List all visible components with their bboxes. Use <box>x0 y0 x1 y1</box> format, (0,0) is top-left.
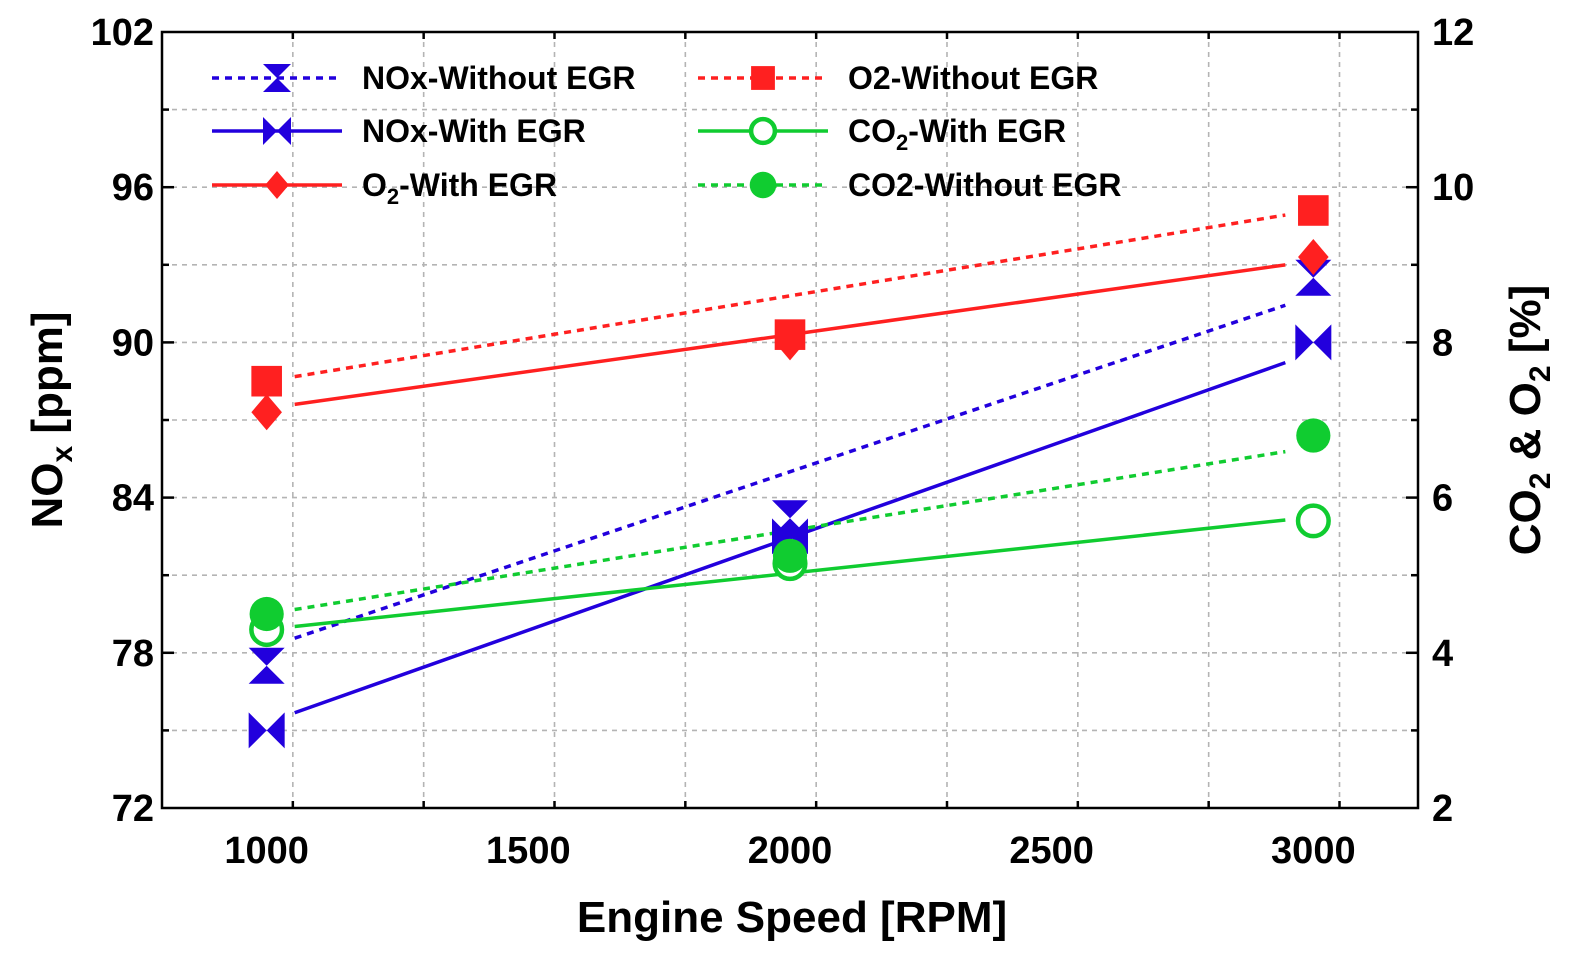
y-left-title-tail: [ppm] <box>23 311 72 445</box>
series-markers-group <box>248 259 1332 684</box>
y-right-tick-label: 6 <box>1432 478 1453 520</box>
legend-item: NOx-With EGR <box>212 113 586 149</box>
legend-label: CO2-With EGR <box>848 113 1066 155</box>
marker-open-circle <box>1295 503 1331 539</box>
y-right-tick-label: 12 <box>1432 12 1474 54</box>
legend-label: O2-With EGR <box>362 167 557 209</box>
series-line <box>294 449 1286 612</box>
legend-item: O2-With EGR <box>212 167 557 209</box>
y-left-tick-label: 78 <box>112 633 154 675</box>
x-tick-label: 2000 <box>748 830 833 872</box>
y-right-tick-label: 4 <box>1432 633 1453 675</box>
y-right-title-sub2: 2 <box>1524 365 1557 382</box>
series-line <box>294 213 1286 379</box>
marker-hourglass <box>248 647 285 684</box>
marker-filled-circle <box>749 171 777 199</box>
marker-hourglass <box>772 500 808 537</box>
marker-hourglass <box>1295 259 1332 296</box>
series-markers <box>248 195 1332 749</box>
legend-label-main: NOx-Without EGR <box>362 60 635 96</box>
y-right-tick-label: 2 <box>1432 788 1453 830</box>
marker-bowtie <box>248 712 285 749</box>
marker-hourglass <box>263 64 291 92</box>
legend-label: NOx-With EGR <box>362 113 586 149</box>
y-left-title-main: NO <box>23 463 72 529</box>
legend-label: NOx-Without EGR <box>362 60 635 96</box>
y-left-title-sub: x <box>46 446 79 463</box>
series-markers-group <box>248 324 1332 749</box>
legend-label-sub: 2 <box>896 130 908 155</box>
marker-square <box>1298 195 1329 226</box>
series-markers-group <box>251 195 1329 397</box>
legend-label: CO2-Without EGR <box>848 167 1121 203</box>
y-right-title-mid: & O <box>1501 382 1550 472</box>
series-line <box>294 360 1286 715</box>
legend-item: NOx-Without EGR <box>212 60 635 96</box>
y-right-title-tail: [%] <box>1501 285 1550 366</box>
legend-item: O2-Without EGR <box>698 60 1098 96</box>
marker-square <box>751 66 775 90</box>
x-tick-label: 2500 <box>1009 830 1094 872</box>
marker-filled-circle <box>249 596 284 632</box>
y-left-tick-label: 72 <box>112 788 154 830</box>
y-right-tick-label: 10 <box>1432 167 1474 209</box>
marker-bowtie <box>1295 324 1332 361</box>
y-axis-left-title: NOx [ppm] <box>23 311 79 528</box>
x-tick-label: 3000 <box>1271 830 1356 872</box>
marker-square <box>774 319 806 350</box>
marker-filled-circle <box>1296 418 1331 453</box>
x-axis-title: Engine Speed [RPM] <box>577 893 1007 942</box>
x-tick-label: 1500 <box>486 830 571 872</box>
legend-item: CO2-With EGR <box>698 113 1066 155</box>
y-left-tick-label: 102 <box>91 12 154 54</box>
tick-labels: 1000 1500 2000 2500 3000 72 78 84 90 96 102 2 4 6 8 10 1… <box>91 12 1475 872</box>
legend-label-main: O <box>362 167 387 203</box>
x-tick-label: 1000 <box>224 830 309 872</box>
y-left-tick-label: 96 <box>112 167 154 209</box>
legend-label-sub: 2 <box>387 184 399 209</box>
marker-bowtie <box>263 117 291 145</box>
marker-diamond <box>265 171 289 199</box>
marker-open-circle <box>748 116 778 146</box>
series-markers-group <box>249 418 1331 632</box>
legend-item: CO2-Without EGR <box>698 167 1121 203</box>
marker-diamond <box>251 394 282 431</box>
legend-label-main: NOx-With EGR <box>362 113 586 149</box>
y-right-tick-label: 8 <box>1432 322 1453 364</box>
legend-label-tail: -With EGR <box>908 113 1066 149</box>
y-left-tick-label: 84 <box>112 478 154 520</box>
y-axis-right-title: CO2 & O2 [%] <box>1501 285 1557 555</box>
legend-label-main: CO <box>848 113 896 149</box>
marker-filled-circle <box>772 538 808 573</box>
legend-label-main: CO2-Without EGR <box>848 167 1121 203</box>
legend-label-main: O2-Without EGR <box>848 60 1098 96</box>
marker-diamond <box>1298 239 1329 276</box>
legend-label-tail: -With EGR <box>399 167 557 203</box>
series-line <box>294 303 1286 640</box>
ticks <box>162 32 1418 808</box>
y-left-tick-label: 90 <box>112 322 154 364</box>
y-right-title-co: CO <box>1501 489 1550 555</box>
y-right-title-sub1: 2 <box>1524 473 1557 490</box>
legend-label: O2-Without EGR <box>848 60 1098 96</box>
marker-square <box>251 365 282 397</box>
